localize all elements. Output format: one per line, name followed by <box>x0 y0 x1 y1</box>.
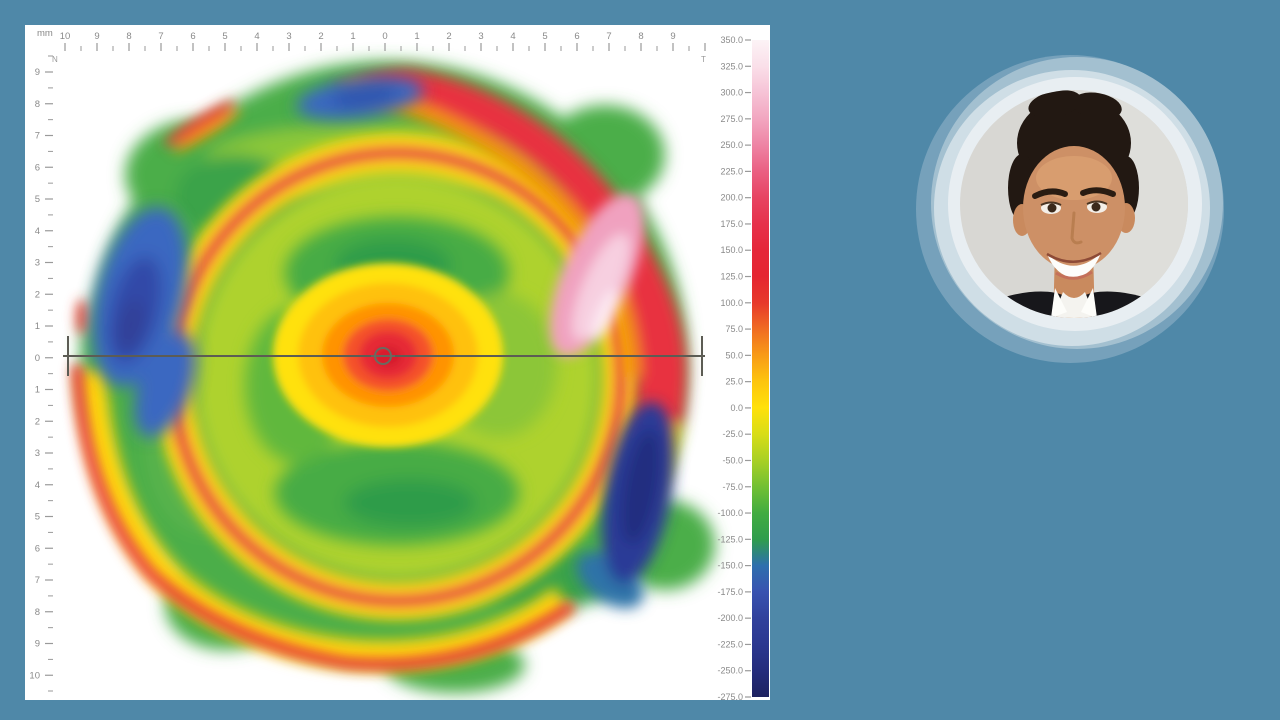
svg-text:175.0: 175.0 <box>720 219 743 229</box>
svg-text:50.0: 50.0 <box>725 350 743 360</box>
svg-text:8: 8 <box>126 31 131 42</box>
unit-label: mm <box>37 28 53 39</box>
svg-text:4: 4 <box>510 31 515 42</box>
svg-text:325.0: 325.0 <box>720 61 743 71</box>
svg-text:75.0: 75.0 <box>725 324 743 334</box>
top-ruler: 10 9 8 7 6 5 4 3 2 1 0 1 2 3 4 5 6 7 8 9 <box>60 31 706 51</box>
svg-text:200.0: 200.0 <box>720 193 743 203</box>
svg-text:6: 6 <box>35 162 40 173</box>
svg-text:-100.0: -100.0 <box>717 508 743 518</box>
svg-text:6: 6 <box>35 543 40 554</box>
svg-text:-150.0: -150.0 <box>717 561 743 571</box>
svg-text:6: 6 <box>190 31 195 42</box>
svg-text:7: 7 <box>158 31 163 42</box>
svg-text:225.0: 225.0 <box>720 166 743 176</box>
svg-text:-200.0: -200.0 <box>717 613 743 623</box>
svg-text:1: 1 <box>350 31 355 42</box>
svg-text:9: 9 <box>35 67 40 78</box>
svg-text:2: 2 <box>35 289 40 300</box>
svg-text:8: 8 <box>638 31 643 42</box>
svg-text:300.0: 300.0 <box>720 88 743 98</box>
svg-text:-250.0: -250.0 <box>717 666 743 676</box>
svg-text:2: 2 <box>35 416 40 427</box>
svg-text:0: 0 <box>35 353 40 364</box>
svg-text:125.0: 125.0 <box>720 272 743 282</box>
svg-text:0: 0 <box>382 31 387 42</box>
contour-map <box>63 61 715 693</box>
svg-text:5: 5 <box>35 512 40 523</box>
svg-text:-50.0: -50.0 <box>722 455 743 465</box>
svg-text:350.0: 350.0 <box>720 35 743 45</box>
svg-text:10: 10 <box>29 670 40 681</box>
svg-text:4: 4 <box>35 226 40 237</box>
measurement-line <box>63 336 705 376</box>
svg-text:-75.0: -75.0 <box>722 482 743 492</box>
svg-text:-175.0: -175.0 <box>717 587 743 597</box>
svg-text:-275.0: -275.0 <box>717 692 743 700</box>
svg-text:3: 3 <box>478 31 483 42</box>
svg-text:3: 3 <box>286 31 291 42</box>
svg-text:-25.0: -25.0 <box>722 429 743 439</box>
svg-text:7: 7 <box>606 31 611 42</box>
nasal-marker: N <box>52 55 58 64</box>
svg-text:3: 3 <box>35 258 40 269</box>
svg-text:9: 9 <box>670 31 675 42</box>
svg-text:4: 4 <box>35 480 40 491</box>
svg-text:2: 2 <box>318 31 323 42</box>
svg-text:8: 8 <box>35 607 40 618</box>
svg-text:-225.0: -225.0 <box>717 639 743 649</box>
svg-text:5: 5 <box>35 194 40 205</box>
svg-text:10: 10 <box>60 31 71 42</box>
svg-text:150.0: 150.0 <box>720 245 743 255</box>
svg-text:1: 1 <box>414 31 419 42</box>
svg-text:-125.0: -125.0 <box>717 534 743 544</box>
svg-text:7: 7 <box>35 131 40 142</box>
svg-text:1: 1 <box>35 321 40 332</box>
svg-text:1: 1 <box>35 385 40 396</box>
svg-text:8: 8 <box>35 99 40 110</box>
svg-text:5: 5 <box>542 31 547 42</box>
svg-text:250.0: 250.0 <box>720 140 743 150</box>
svg-text:100.0: 100.0 <box>720 298 743 308</box>
svg-text:3: 3 <box>35 448 40 459</box>
svg-text:5: 5 <box>222 31 227 42</box>
svg-text:4: 4 <box>254 31 259 42</box>
colorbar: 350.0 325.0 300.0 275.0 250.0 225.0 200.0 175.0… <box>717 35 769 700</box>
svg-text:275.0: 275.0 <box>720 114 743 124</box>
svg-text:2: 2 <box>446 31 451 42</box>
temporal-marker: T <box>701 55 706 64</box>
svg-text:25.0: 25.0 <box>725 377 743 387</box>
speaker-portrait <box>905 38 1245 378</box>
svg-text:9: 9 <box>94 31 99 42</box>
svg-text:0.0: 0.0 <box>730 403 743 413</box>
svg-text:7: 7 <box>35 575 40 586</box>
svg-text:6: 6 <box>574 31 579 42</box>
svg-text:9: 9 <box>35 639 40 650</box>
